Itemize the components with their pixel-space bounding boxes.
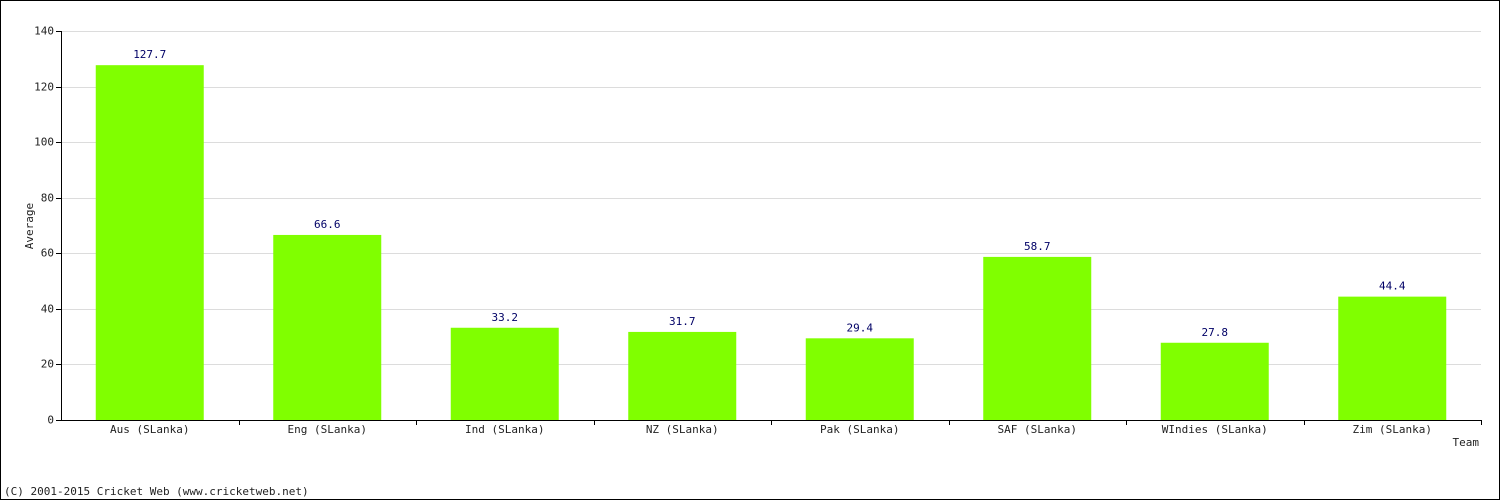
value-label: 27.8 (1202, 326, 1229, 339)
bar (95, 65, 204, 421)
y-axis-label: Average (23, 203, 36, 249)
y-tick-label: 100 (34, 136, 54, 149)
bar (1338, 296, 1447, 420)
value-label: 31.7 (669, 315, 696, 328)
y-tick-label: 60 (41, 247, 54, 260)
value-label: 33.2 (492, 311, 519, 324)
value-label: 66.6 (314, 218, 341, 231)
y-tick-label: 20 (41, 358, 54, 371)
value-label: 44.4 (1379, 280, 1406, 293)
x-tick-label: WIndies (SLanka) (1162, 423, 1268, 436)
bar (983, 256, 1092, 420)
x-tick-label: Eng (SLanka) (288, 423, 367, 436)
y-tick-label: 40 (41, 303, 54, 316)
bar (1160, 342, 1269, 420)
bar (450, 327, 559, 420)
x-tick-label: Zim (SLanka) (1353, 423, 1432, 436)
value-label: 29.4 (847, 321, 874, 334)
bar (805, 338, 914, 420)
x-tick-label: Aus (SLanka) (110, 423, 189, 436)
bar (628, 331, 737, 420)
bar (273, 234, 382, 420)
y-tick-label: 0 (47, 414, 54, 427)
value-label: 127.7 (133, 48, 166, 61)
x-tick-label: NZ (SLanka) (646, 423, 719, 436)
value-label: 58.7 (1024, 240, 1051, 253)
x-tick-label: SAF (SLanka) (998, 423, 1077, 436)
x-tick-label: Ind (SLanka) (465, 423, 544, 436)
x-tick-label: Pak (SLanka) (820, 423, 899, 436)
y-tick-label: 140 (34, 25, 54, 38)
footer: (C) 2001-2015 Cricket Web (www.cricketwe… (4, 485, 309, 498)
y-tick-label: 80 (41, 192, 54, 205)
x-axis-label: Team (1453, 436, 1480, 449)
y-tick-label: 120 (34, 81, 54, 94)
